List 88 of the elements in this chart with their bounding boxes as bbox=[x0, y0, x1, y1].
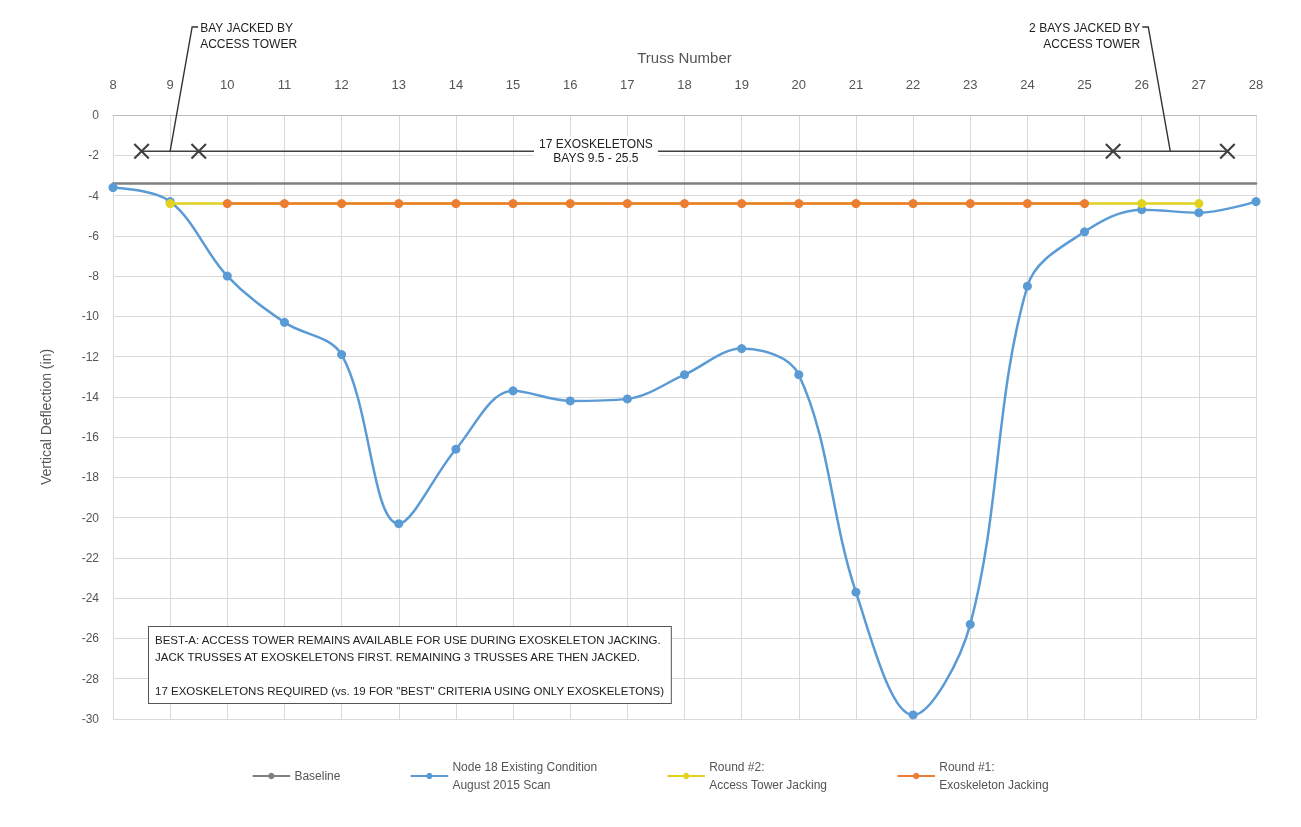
point bbox=[190, 143, 207, 160]
point bbox=[908, 710, 918, 720]
y-tick-label: -18 bbox=[81, 470, 100, 485]
point bbox=[1194, 208, 1204, 218]
legend-label: Baseline bbox=[294, 769, 341, 783]
point bbox=[451, 444, 461, 454]
point bbox=[279, 199, 289, 209]
x-tick-label: 28 bbox=[1248, 77, 1264, 92]
point bbox=[737, 199, 747, 209]
x-tick-label: 21 bbox=[848, 77, 864, 92]
point bbox=[794, 370, 804, 380]
y-tick-label: -4 bbox=[88, 188, 100, 203]
point bbox=[622, 394, 632, 404]
x-tick-label: 22 bbox=[905, 77, 921, 92]
x-tick-label: 10 bbox=[220, 77, 235, 92]
annotation: 17 EXOSKELETONS BAYS 9.5 - 25.5 bbox=[539, 137, 653, 166]
point bbox=[1219, 143, 1236, 160]
point bbox=[508, 386, 518, 396]
x-tick-label: 26 bbox=[1134, 77, 1149, 92]
point bbox=[680, 370, 689, 380]
y-tick-label: -10 bbox=[81, 309, 100, 324]
point bbox=[1080, 227, 1090, 237]
y-tick-label: -20 bbox=[81, 510, 100, 525]
x-tick-label: 18 bbox=[677, 77, 692, 92]
y-tick-label: -26 bbox=[81, 631, 100, 646]
text: BEST-A: ACCESS TOWER REMAINS AVAILABLE FOR USE DURING EXOSKELETON JACKING. JACK TRUSSES AT EXOSKELETONS FIRST. REMAINING 3 TRUSSES ARE THEN JACKED. 17 EXOSKELETONS REQUIRED (vs. 19 FOR "BEST" CRITERIA USING ONLY EXOSKELETONS) bbox=[155, 633, 664, 697]
point bbox=[222, 199, 232, 209]
x-tick-label: 25 bbox=[1077, 77, 1092, 92]
legend-label: Round #2: Access Tower Jacking bbox=[709, 760, 827, 792]
x-tick-label: 14 bbox=[448, 77, 464, 92]
x-tick-label: 9 bbox=[166, 77, 174, 92]
point bbox=[222, 271, 232, 281]
y-tick-label: -6 bbox=[88, 228, 100, 243]
point bbox=[794, 199, 804, 209]
x-tick-label: 11 bbox=[277, 77, 292, 92]
x-tick-label: 12 bbox=[334, 77, 349, 92]
point bbox=[394, 519, 404, 529]
annotation: 2 BAYS JACKED BY ACCESS TOWER bbox=[1029, 21, 1141, 51]
y-tick-label: -16 bbox=[81, 430, 100, 445]
point bbox=[622, 199, 632, 209]
point bbox=[851, 199, 861, 209]
point bbox=[451, 199, 461, 209]
point bbox=[851, 587, 861, 597]
point bbox=[565, 199, 575, 209]
y-tick-label: -28 bbox=[81, 671, 100, 686]
x-tick-label: 8 bbox=[109, 77, 117, 92]
point bbox=[908, 199, 918, 209]
point bbox=[1105, 143, 1122, 160]
y-tick-label: -8 bbox=[88, 269, 100, 284]
y-tick-label: -24 bbox=[81, 591, 100, 606]
point bbox=[565, 396, 575, 406]
point bbox=[965, 199, 975, 209]
point bbox=[279, 317, 289, 327]
y-tick-label: 0 bbox=[92, 108, 100, 122]
x-tick-label: 19 bbox=[734, 77, 749, 92]
legend-label: Round #1: Exoskeleton Jacking bbox=[939, 760, 1049, 792]
x-tick-label: 24 bbox=[1020, 77, 1035, 92]
y-tick-label: -2 bbox=[88, 148, 100, 163]
point bbox=[680, 199, 689, 209]
x-axis-title: Truss Number bbox=[637, 49, 732, 66]
x-tick-label: 15 bbox=[505, 77, 521, 92]
y-tick-label: -14 bbox=[81, 389, 100, 404]
point bbox=[133, 143, 150, 160]
annotation: BAY JACKED BY ACCESS TOWER bbox=[200, 21, 298, 51]
y-tick-label: -12 bbox=[81, 349, 100, 364]
x-tick-label: 20 bbox=[791, 77, 807, 92]
y-tick-label: -30 bbox=[81, 712, 100, 726]
point bbox=[737, 344, 747, 354]
x-tick-label: 27 bbox=[1191, 77, 1207, 92]
x-tick-label: 16 bbox=[562, 77, 578, 92]
x-tick-label: 23 bbox=[963, 77, 978, 92]
y-axis-title: Vertical Deflection (in) bbox=[38, 348, 54, 486]
point bbox=[108, 182, 118, 192]
point bbox=[1251, 197, 1261, 207]
x-tick-label: 13 bbox=[391, 77, 406, 92]
point bbox=[337, 199, 347, 209]
point bbox=[1194, 199, 1204, 209]
point bbox=[1022, 281, 1032, 291]
point bbox=[965, 619, 975, 629]
point bbox=[1137, 199, 1147, 209]
point bbox=[508, 199, 518, 209]
point bbox=[394, 199, 404, 209]
point bbox=[1080, 199, 1090, 209]
legend-label: Node 18 Existing Condition August 2015 Scan bbox=[452, 760, 598, 792]
y-tick-label: -22 bbox=[81, 550, 100, 565]
point bbox=[337, 350, 347, 360]
x-tick-label: 17 bbox=[620, 77, 635, 92]
point bbox=[1022, 199, 1032, 209]
